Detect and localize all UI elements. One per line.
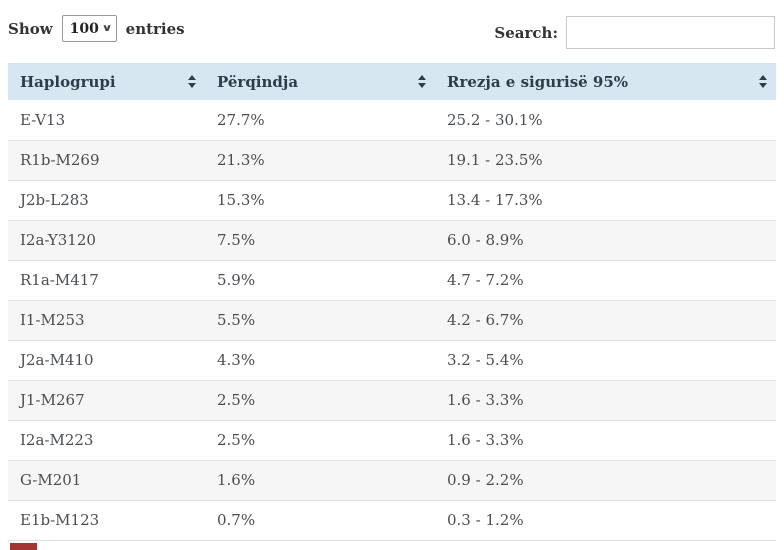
table-row: R1a-M417 5.9% 4.7 - 7.2% bbox=[8, 260, 776, 301]
search-label: Search: bbox=[494, 23, 558, 42]
column-label: Haplogrupi bbox=[20, 72, 116, 91]
sort-both-arrows-icon[interactable] bbox=[418, 75, 426, 88]
confidence-interval-cell: 3.2 - 5.4% bbox=[435, 340, 776, 381]
percentage-cell: 7.5% bbox=[205, 220, 435, 261]
haplogroup-cell: E-V13 bbox=[8, 100, 205, 141]
confidence-interval-cell: 1.6 - 3.3% bbox=[435, 380, 776, 421]
column-header-haplogrupi[interactable]: Haplogrupi bbox=[8, 63, 205, 100]
column-label: Përqindja bbox=[217, 72, 299, 91]
table-body: E-V13 27.7% 25.2 - 30.1% R1b-M269 21.3% … bbox=[8, 100, 776, 541]
haplogroup-table: Haplogrupi Përqindja Rrezja e sigurisë 9… bbox=[8, 63, 776, 541]
percentage-cell: 5.9% bbox=[205, 260, 435, 301]
confidence-interval-cell: 4.2 - 6.7% bbox=[435, 300, 776, 341]
table-row: I1-M253 5.5% 4.2 - 6.7% bbox=[8, 300, 776, 341]
confidence-interval-cell: 0.9 - 2.2% bbox=[435, 460, 776, 501]
entries-label: entries bbox=[125, 19, 185, 38]
haplogroup-cell: I2a-Y3120 bbox=[8, 220, 205, 261]
haplogroup-cell: R1b-M269 bbox=[8, 140, 205, 181]
partially-visible-red-element bbox=[10, 543, 37, 550]
table-row: I2a-Y3120 7.5% 6.0 - 8.9% bbox=[8, 220, 776, 261]
search-input[interactable] bbox=[566, 16, 775, 49]
haplogroup-cell: I1-M253 bbox=[8, 300, 205, 341]
haplogroup-cell: J2b-L283 bbox=[8, 180, 205, 221]
sort-both-arrows-icon[interactable] bbox=[759, 75, 767, 88]
haplogroup-cell: R1a-M417 bbox=[8, 260, 205, 301]
entries-select-value: 100 bbox=[69, 20, 99, 37]
table-row: J2a-M410 4.3% 3.2 - 5.4% bbox=[8, 340, 776, 381]
column-header-rrezja-e-sigurise[interactable]: Rrezja e sigurisë 95% bbox=[435, 63, 776, 100]
percentage-cell: 15.3% bbox=[205, 180, 435, 221]
confidence-interval-cell: 1.6 - 3.3% bbox=[435, 420, 776, 461]
percentage-cell: 2.5% bbox=[205, 420, 435, 461]
confidence-interval-cell: 13.4 - 17.3% bbox=[435, 180, 776, 221]
haplogroup-cell: J1-M267 bbox=[8, 380, 205, 421]
table-header: Haplogrupi Përqindja Rrezja e sigurisë 9… bbox=[8, 63, 776, 100]
column-header-perqindja[interactable]: Përqindja bbox=[205, 63, 435, 100]
haplogroup-cell: I2a-M223 bbox=[8, 420, 205, 461]
page-length-control: Show 100 ∨ entries bbox=[8, 15, 185, 42]
percentage-cell: 5.5% bbox=[205, 300, 435, 341]
show-label: Show bbox=[8, 19, 53, 38]
confidence-interval-cell: 0.3 - 1.2% bbox=[435, 500, 776, 541]
confidence-interval-cell: 19.1 - 23.5% bbox=[435, 140, 776, 181]
table-controls: Show 100 ∨ entries Search: bbox=[8, 8, 776, 63]
table-row: E-V13 27.7% 25.2 - 30.1% bbox=[8, 100, 776, 141]
table-row: J2b-L283 15.3% 13.4 - 17.3% bbox=[8, 180, 776, 221]
search-control: Search: bbox=[494, 16, 775, 49]
haplogroup-cell: E1b-M123 bbox=[8, 500, 205, 541]
confidence-interval-cell: 6.0 - 8.9% bbox=[435, 220, 776, 261]
table-row: J1-M267 2.5% 1.6 - 3.3% bbox=[8, 380, 776, 421]
table-row: G-M201 1.6% 0.9 - 2.2% bbox=[8, 460, 776, 501]
percentage-cell: 4.3% bbox=[205, 340, 435, 381]
percentage-cell: 1.6% bbox=[205, 460, 435, 501]
table-row: E1b-M123 0.7% 0.3 - 1.2% bbox=[8, 500, 776, 541]
percentage-cell: 21.3% bbox=[205, 140, 435, 181]
percentage-cell: 27.7% bbox=[205, 100, 435, 141]
confidence-interval-cell: 25.2 - 30.1% bbox=[435, 100, 776, 141]
table-row: I2a-M223 2.5% 1.6 - 3.3% bbox=[8, 420, 776, 461]
column-label: Rrezja e sigurisë 95% bbox=[447, 72, 629, 91]
chevron-down-icon: ∨ bbox=[100, 23, 113, 34]
entries-select[interactable]: 100 ∨ bbox=[61, 15, 117, 42]
haplogroup-cell: J2a-M410 bbox=[8, 340, 205, 381]
percentage-cell: 2.5% bbox=[205, 380, 435, 421]
sort-both-arrows-icon[interactable] bbox=[188, 75, 196, 88]
haplogroup-cell: G-M201 bbox=[8, 460, 205, 501]
percentage-cell: 0.7% bbox=[205, 500, 435, 541]
table-row: R1b-M269 21.3% 19.1 - 23.5% bbox=[8, 140, 776, 181]
confidence-interval-cell: 4.7 - 7.2% bbox=[435, 260, 776, 301]
